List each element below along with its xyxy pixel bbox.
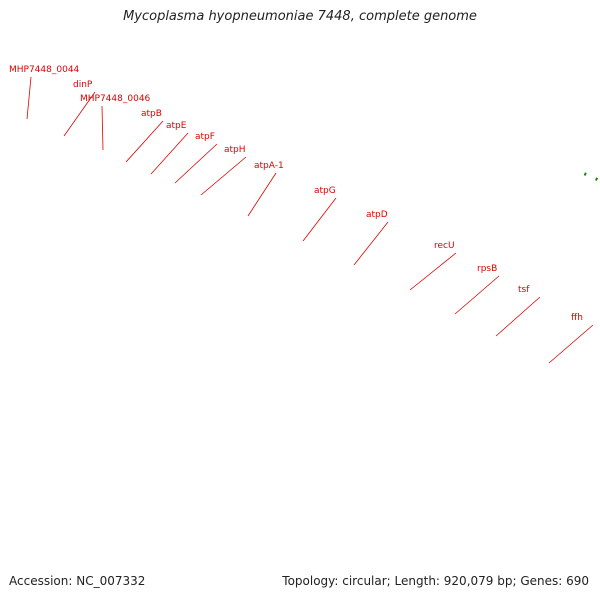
gene-label: atpB	[141, 109, 162, 119]
leader-line	[495, 296, 541, 337]
gene-label: atpA-1	[254, 161, 284, 171]
genome-summary-text: Topology: circular; Length: 920,079 bp; …	[282, 574, 589, 588]
leader-line	[101, 105, 104, 151]
leader-line	[174, 143, 218, 184]
leader-line	[353, 221, 389, 266]
gene-label: atpD	[366, 210, 388, 220]
map-title: Mycoplasma hyopneumoniae 7448, complete …	[123, 9, 477, 24]
gene-label: MHP7448_0046	[80, 94, 151, 104]
gene-label: atpG	[314, 186, 336, 196]
gene-label: dinP	[73, 80, 93, 90]
minor-tick	[583, 172, 587, 176]
label-leader-lines	[26, 76, 594, 364]
leader-line	[409, 252, 457, 291]
leader-line	[302, 197, 337, 242]
leader-line	[200, 156, 247, 196]
leader-line	[548, 324, 594, 364]
leader-line	[26, 76, 32, 120]
gene-label: MHP7448_0044	[9, 65, 80, 75]
gene-label: ffh	[571, 313, 583, 323]
leader-line	[150, 132, 189, 175]
accession-text: Accession: NC_007332	[9, 574, 146, 588]
leader-line	[454, 275, 500, 315]
scale-ticks	[583, 172, 599, 181]
gene-label: recU	[434, 241, 455, 251]
leader-line	[247, 172, 277, 217]
gene-labels: MHP7448_0044 dinP MHP7448_0046 atpB atpE atpF…	[9, 65, 583, 323]
gene-label: atpF	[195, 132, 215, 142]
gene-label: atpE	[166, 121, 187, 131]
gene-label: atpH	[224, 145, 246, 155]
gene-label: rpsB	[477, 264, 497, 274]
gene-label: tsf	[518, 285, 530, 295]
leader-line	[125, 120, 164, 163]
leader-line	[63, 91, 96, 137]
minor-tick	[595, 177, 599, 181]
